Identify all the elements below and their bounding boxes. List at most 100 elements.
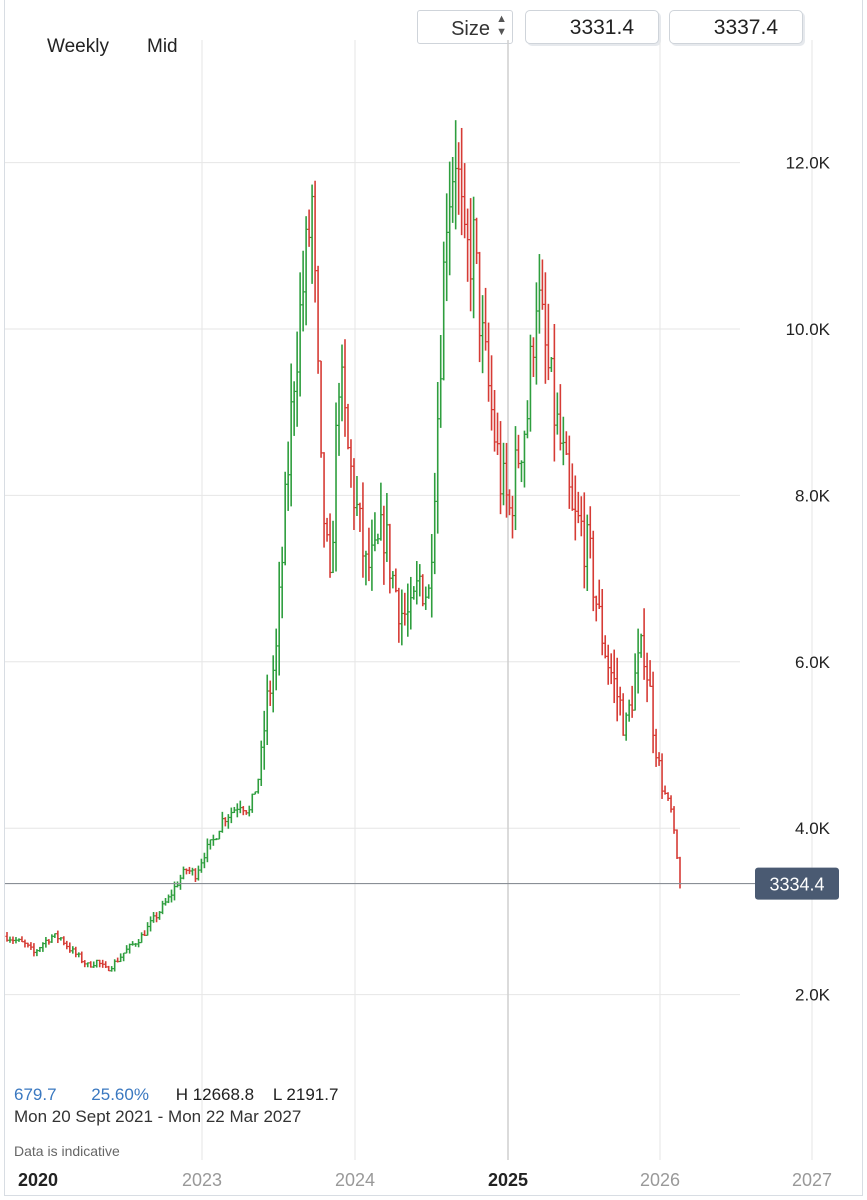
ohlc-bar xyxy=(498,421,503,515)
ohlc-bar xyxy=(546,303,550,381)
ohlc-bar xyxy=(397,587,401,643)
high-value: H 12668.8 xyxy=(175,1085,255,1104)
ohlc-bar xyxy=(80,951,84,964)
stepper-icon[interactable]: ▲ ▼ xyxy=(496,13,507,38)
ask-price: 3337.4 xyxy=(713,16,778,39)
ohlc-bar xyxy=(486,322,491,402)
ohlc-bar xyxy=(119,953,123,963)
ohlc-bar xyxy=(492,390,497,452)
ohlc-bar xyxy=(92,961,96,968)
ohlc-bar xyxy=(379,482,383,541)
ohlc-bar xyxy=(597,579,601,610)
ohlc-bar xyxy=(313,180,317,303)
ohlc-bar xyxy=(148,916,153,932)
ohlc-bar xyxy=(412,586,416,600)
ohlc-bar xyxy=(660,753,664,799)
ohlc-bar xyxy=(268,680,272,706)
ohlc-bar xyxy=(256,778,260,794)
ohlc-bar xyxy=(98,959,102,968)
ohlc-bar xyxy=(382,505,386,585)
bid-price-box[interactable]: 3331.4 xyxy=(525,10,659,44)
ohlc-bar xyxy=(552,323,556,462)
ohlc-bar xyxy=(531,337,536,377)
ohlc-bar xyxy=(47,939,51,945)
ohlc-bar xyxy=(274,628,278,691)
ohlc-bar xyxy=(244,810,248,815)
ohlc-bar xyxy=(600,589,604,656)
ohlc-bar xyxy=(208,839,212,850)
ohlc-bar xyxy=(169,889,174,903)
ohlc-bar xyxy=(561,416,565,466)
y-tick-label: 2.0K xyxy=(795,986,831,1005)
ohlc-bar xyxy=(510,495,515,539)
ohlc-bar xyxy=(125,945,129,954)
ohlc-bar xyxy=(642,608,646,680)
ohlc-bar xyxy=(594,595,598,622)
ohlc-bar xyxy=(253,791,257,795)
ohlc-bar xyxy=(501,442,506,506)
ohlc-bar xyxy=(65,940,69,950)
ohlc-bar xyxy=(104,961,108,969)
ohlc-bar xyxy=(304,216,308,326)
ohlc-bar xyxy=(259,740,263,786)
ohlc-bar xyxy=(460,127,464,236)
ohlc-bar xyxy=(364,550,368,586)
ohlc-bar xyxy=(154,912,159,923)
ohlc-bar xyxy=(41,942,45,952)
ohlc-bar xyxy=(439,334,443,428)
ohlc-bar xyxy=(262,710,266,770)
ohlc-bar xyxy=(74,946,78,958)
ohlc-bar xyxy=(160,900,165,915)
current-price-tag xyxy=(755,867,839,900)
ohlc-bar xyxy=(232,806,236,814)
ohlc-bar xyxy=(140,932,144,944)
ohlc-bar xyxy=(346,403,350,450)
ohlc-bar xyxy=(466,208,470,282)
ohlc-bar xyxy=(328,513,332,578)
y-tick-label: 8.0K xyxy=(795,486,831,505)
size-input[interactable]: Size ▲ ▼ xyxy=(417,10,513,44)
ohlc-bar xyxy=(59,937,63,941)
ohlc-bar xyxy=(415,561,419,605)
ohlc-bar xyxy=(340,344,344,422)
ohlc-bar xyxy=(483,287,488,351)
ohlc-bar xyxy=(648,660,652,687)
ohlc-bar xyxy=(283,471,287,566)
ohlc-bar xyxy=(113,959,117,972)
ohlc-bar xyxy=(519,460,524,483)
price-type-selector[interactable]: Mid xyxy=(147,36,178,57)
ohlc-bar xyxy=(50,934,54,943)
ohlc-bar xyxy=(525,400,530,439)
ohlc-bar xyxy=(663,785,667,795)
ohlc-bar xyxy=(238,800,242,814)
y-axis: 2.0K 4.0K 6.0K 8.0K 10.0K 12.0K xyxy=(786,154,831,1005)
ohlc-bar xyxy=(480,295,485,374)
ohlc-bar xyxy=(298,272,302,397)
ohlc-bar xyxy=(316,265,320,374)
ohlc-bar xyxy=(319,360,323,458)
y-tick-label: 10.0K xyxy=(786,320,831,339)
ohlc-bar xyxy=(116,957,120,963)
x-tick-label: 2023 xyxy=(182,1170,222,1190)
ohlc-bar xyxy=(44,936,48,948)
ohlc-bar xyxy=(633,653,637,711)
ohlc-bar xyxy=(178,874,183,890)
ohlc-bar xyxy=(666,792,670,801)
ohlc-bar xyxy=(528,334,533,432)
ohlc-bar xyxy=(8,936,12,943)
low-value: L 2191.7 xyxy=(272,1085,339,1104)
ohlc-bar xyxy=(370,519,374,591)
ask-price-box[interactable]: 3337.4 xyxy=(669,10,803,44)
ohlc-bar xyxy=(307,209,311,247)
ohlc-bar xyxy=(582,492,586,589)
ohlc-bar xyxy=(325,517,329,542)
ohlc-bar xyxy=(277,561,281,676)
ohlc-bar xyxy=(229,807,233,824)
ohlc-bar xyxy=(11,936,15,944)
ohlc-bar xyxy=(579,496,583,537)
ohlc-bar xyxy=(361,482,365,578)
ohlc-bar xyxy=(62,936,66,946)
ohlc-bar xyxy=(615,657,619,722)
interval-selector[interactable]: Weekly xyxy=(47,36,109,57)
